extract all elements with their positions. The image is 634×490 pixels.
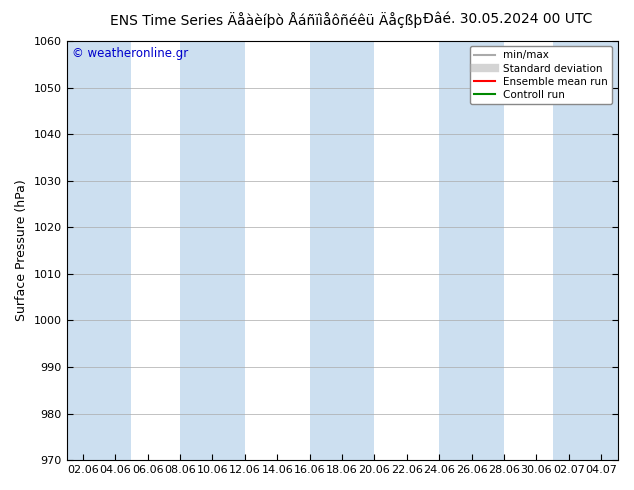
Text: Ðâé. 30.05.2024 00 UTC: Ðâé. 30.05.2024 00 UTC	[422, 12, 592, 26]
Bar	[180, 41, 245, 460]
Bar	[67, 41, 131, 460]
Bar	[553, 41, 618, 460]
Text: © weatheronline.gr: © weatheronline.gr	[72, 48, 188, 60]
Bar	[439, 41, 504, 460]
Y-axis label: Surface Pressure (hPa): Surface Pressure (hPa)	[15, 180, 28, 321]
Legend: min/max, Standard deviation, Ensemble mean run, Controll run: min/max, Standard deviation, Ensemble me…	[470, 46, 612, 104]
Text: ENS Time Series Äåàèíþò Åáñïìåôñéêü Äåçßþ: ENS Time Series Äåàèíþò Åáñïìåôñéêü Äåçß…	[110, 12, 422, 28]
Bar	[309, 41, 375, 460]
